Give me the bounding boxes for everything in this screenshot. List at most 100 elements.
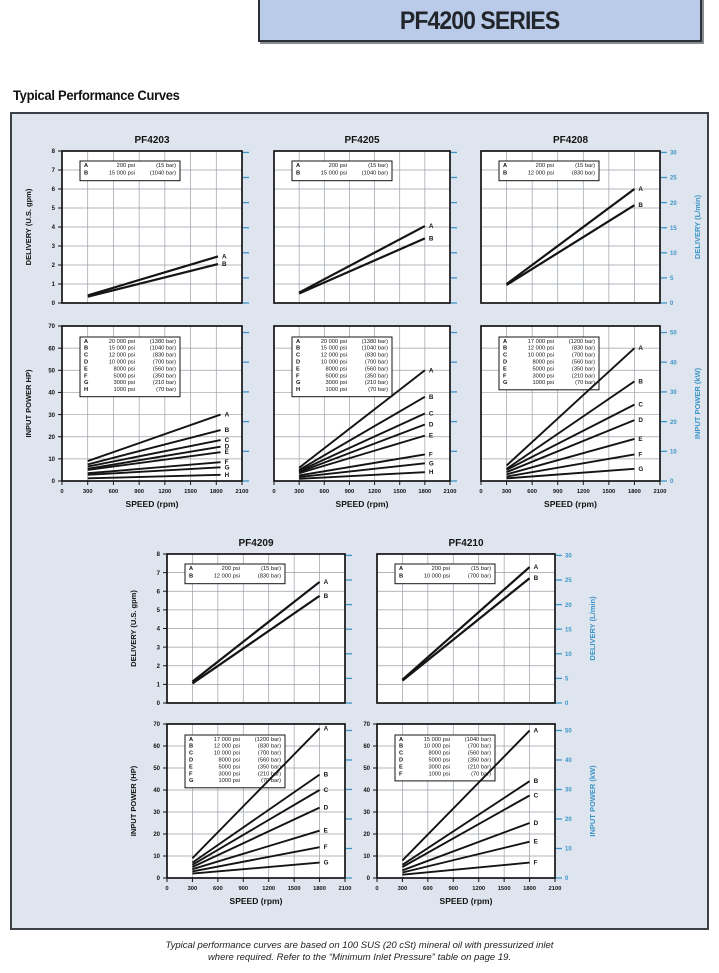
svg-text:300: 300 [83, 489, 93, 495]
svg-text:300: 300 [502, 489, 512, 495]
svg-text:300: 300 [188, 886, 198, 892]
svg-text:1800: 1800 [418, 489, 431, 495]
svg-text:C: C [225, 437, 230, 444]
svg-text:200 psi: 200 psi [222, 566, 240, 572]
svg-text:A: A [324, 579, 329, 586]
svg-text:0: 0 [157, 701, 161, 707]
svg-text:A: A [429, 223, 434, 230]
svg-text:4: 4 [157, 627, 161, 633]
svg-text:15 000 psi: 15 000 psi [424, 737, 450, 743]
svg-text:D: D [189, 758, 193, 764]
svg-text:12 000 psi: 12 000 psi [214, 573, 240, 579]
footnote-line-1: Typical performance curves are based on … [165, 940, 554, 951]
svg-text:17 000 psi: 17 000 psi [528, 339, 554, 345]
svg-text:20: 20 [565, 603, 572, 609]
svg-text:F: F [225, 459, 229, 466]
svg-text:(70 bar): (70 bar) [261, 778, 281, 784]
svg-text:C: C [534, 793, 539, 800]
svg-text:D: D [324, 805, 329, 812]
svg-text:G: G [429, 460, 434, 467]
svg-text:2: 2 [157, 664, 161, 670]
svg-text:2100: 2100 [444, 489, 457, 495]
svg-text:A: A [225, 412, 230, 419]
svg-text:5000 psi: 5000 psi [428, 758, 450, 764]
svg-text:1200: 1200 [158, 489, 171, 495]
svg-text:F: F [84, 373, 88, 379]
svg-text:0: 0 [479, 489, 482, 495]
svg-text:A: A [324, 725, 329, 732]
svg-text:5000 psi: 5000 psi [532, 366, 554, 372]
svg-text:50: 50 [363, 766, 370, 772]
chart-pf4205-power: 0 300 600 900 1200 1500 1800 2100 SPEED (rpm) A 20… [272, 325, 457, 509]
svg-text:D: D [534, 820, 539, 827]
svg-text:(350 bar): (350 bar) [572, 366, 595, 372]
chart-pf4210-delivery: PF4210 0 5 10 15 20 25 30 DELIVERY (L/min) A 200 p… [376, 538, 597, 707]
svg-text:SPEED (rpm): SPEED (rpm) [126, 499, 179, 509]
svg-text:A: A [534, 728, 539, 735]
svg-text:1500: 1500 [288, 886, 301, 892]
svg-text:2100: 2100 [339, 886, 352, 892]
svg-text:B: B [222, 261, 227, 268]
svg-text:600: 600 [213, 886, 223, 892]
svg-text:B: B [534, 778, 539, 785]
svg-text:C: C [84, 353, 88, 359]
svg-text:(560 bar): (560 bar) [258, 758, 281, 764]
svg-text:A: A [189, 737, 193, 743]
svg-text:G: G [503, 380, 508, 386]
svg-text:(700 bar): (700 bar) [153, 360, 176, 366]
svg-text:(830 bar): (830 bar) [365, 353, 388, 359]
svg-text:20: 20 [670, 420, 677, 426]
svg-text:40: 40 [670, 360, 677, 366]
svg-text:B: B [84, 346, 88, 352]
svg-text:12 000 psi: 12 000 psi [528, 346, 554, 352]
svg-text:10 000 psi: 10 000 psi [528, 353, 554, 359]
svg-text:8000 psi: 8000 psi [428, 751, 450, 757]
svg-text:F: F [296, 373, 300, 379]
svg-text:5000 psi: 5000 psi [325, 373, 347, 379]
svg-text:15 000 psi: 15 000 psi [321, 346, 347, 352]
svg-text:(1200 bar): (1200 bar) [255, 737, 281, 743]
footnote: Typical performance curves are based on … [0, 940, 719, 964]
svg-text:10: 10 [670, 450, 677, 456]
series-title: PF4200 SERIES [400, 7, 560, 35]
svg-text:(1200 bar): (1200 bar) [569, 339, 595, 345]
svg-text:10: 10 [565, 652, 572, 658]
svg-text:H: H [429, 469, 434, 476]
svg-text:600: 600 [319, 489, 329, 495]
svg-text:E: E [534, 839, 538, 846]
svg-text:DELIVERY (L/min): DELIVERY (L/min) [693, 194, 702, 259]
svg-text:B: B [429, 394, 434, 401]
svg-text:SPEED (rpm): SPEED (rpm) [544, 499, 597, 509]
svg-text:5000 psi: 5000 psi [113, 373, 135, 379]
svg-text:0: 0 [272, 489, 275, 495]
svg-text:SPEED (rpm): SPEED (rpm) [230, 896, 283, 906]
svg-text:A: A [296, 339, 300, 345]
svg-text:E: E [399, 764, 403, 770]
svg-text:G: G [84, 380, 89, 386]
svg-text:B: B [296, 170, 300, 176]
svg-text:30: 30 [565, 788, 572, 794]
svg-text:200 psi: 200 psi [117, 163, 135, 169]
svg-text:A: A [503, 339, 507, 345]
chart-pf4208-power: 0 300 600 900 1200 1500 1800 2100 SPEED (rpm) 0 10… [479, 325, 702, 509]
chart-pf4209-delivery: PF4209 0 1 2 3 4 5 6 7 8 DELIVERY (U.S. gpm) A 200 p… [129, 538, 352, 707]
svg-text:INPUT POWER (kW): INPUT POWER (kW) [588, 765, 597, 837]
svg-text:C: C [638, 402, 643, 409]
svg-text:(15 bar): (15 bar) [261, 566, 281, 572]
svg-text:10 000 psi: 10 000 psi [424, 744, 450, 750]
svg-text:C: C [296, 353, 300, 359]
svg-text:(1040 bar): (1040 bar) [362, 170, 388, 176]
svg-text:20: 20 [670, 201, 677, 207]
svg-text:900: 900 [345, 489, 355, 495]
svg-text:(70 bar): (70 bar) [368, 387, 388, 393]
svg-text:C: C [503, 353, 507, 359]
svg-text:3000 psi: 3000 psi [532, 373, 554, 379]
svg-text:3: 3 [52, 244, 56, 250]
svg-text:8: 8 [52, 149, 56, 155]
svg-text:E: E [324, 828, 328, 835]
svg-text:F: F [399, 771, 403, 777]
svg-text:E: E [429, 433, 433, 440]
svg-text:8000 psi: 8000 psi [325, 366, 347, 372]
svg-text:SPEED (rpm): SPEED (rpm) [440, 896, 493, 906]
svg-text:70: 70 [363, 722, 370, 728]
